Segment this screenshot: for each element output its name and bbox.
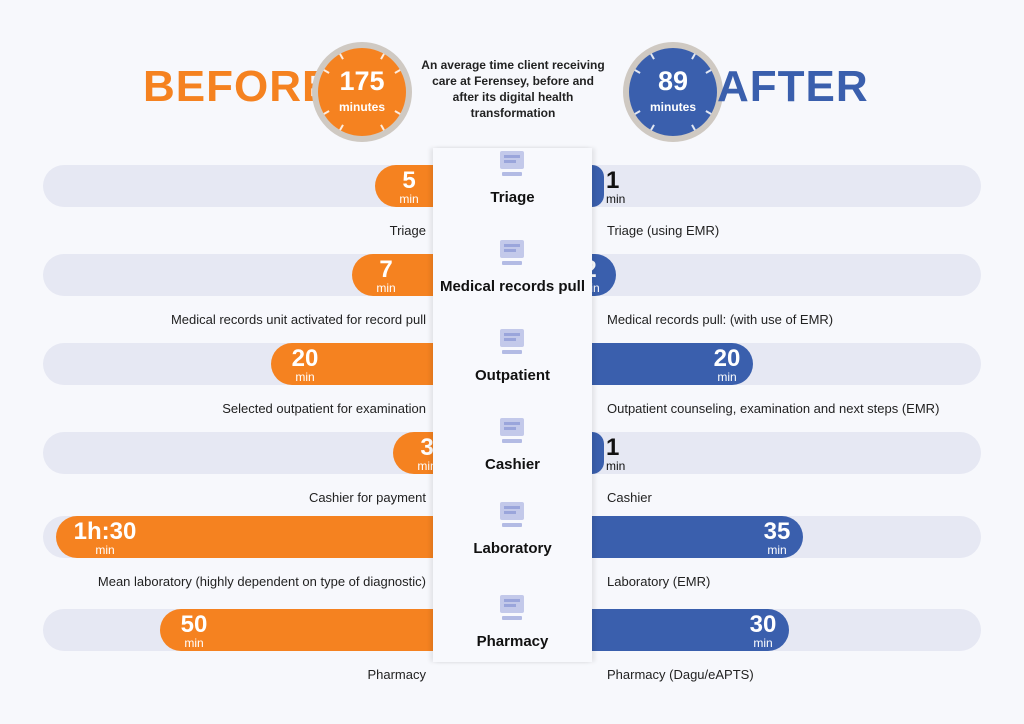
bar-value-after: 1 min	[606, 167, 626, 206]
bar-after	[592, 343, 753, 385]
pharmacy-icon	[494, 593, 530, 623]
track-after	[562, 254, 981, 296]
before-total: 175	[339, 66, 385, 96]
unit-before: min	[95, 543, 115, 557]
track-after	[562, 432, 981, 474]
bar-value-before: 50 min	[174, 613, 214, 650]
before-clock-icon: 175 minutes	[312, 42, 412, 142]
stage-label: Laboratory	[473, 540, 552, 557]
bar-before	[160, 609, 433, 651]
cashier-icon	[494, 416, 530, 446]
bar-before	[56, 516, 433, 558]
bar-value-before: 5 min	[389, 169, 429, 206]
bar-after	[592, 432, 604, 474]
after-total: 89	[657, 66, 689, 96]
label-before: Medical records unit activated for recor…	[170, 312, 426, 327]
clock-tick	[339, 53, 344, 60]
before-title: BEFORE	[143, 62, 333, 111]
bar-before	[375, 165, 433, 207]
unit-after: min	[606, 192, 626, 206]
bar-value-after: 20 min	[707, 347, 747, 384]
clock-tick	[691, 124, 696, 131]
unit-after: min	[717, 370, 737, 384]
clock-tick	[339, 124, 344, 131]
clock-tick	[650, 53, 655, 60]
unit-before: min	[417, 459, 437, 473]
bar-before	[271, 343, 433, 385]
unit-after: min	[606, 459, 626, 473]
outpatient-icon	[494, 327, 530, 357]
unit-before: min	[399, 192, 419, 206]
computer-records-icon	[494, 238, 530, 268]
label-before: Selected outpatient for examination	[222, 401, 426, 416]
stage-label: Medical records pull	[439, 278, 586, 295]
laboratory-icon	[494, 500, 530, 530]
stage-label: Triage	[490, 189, 535, 206]
bar-value-before: 3 min	[407, 436, 447, 473]
bar-value-after: 1 min	[606, 434, 626, 473]
label-after: Laboratory (EMR)	[607, 574, 711, 589]
label-after: Medical records pull: (with use of EMR)	[607, 312, 834, 327]
label-before: Cashier for payment	[308, 490, 426, 505]
label-before: Mean laboratory (highly dependent on typ…	[97, 574, 426, 589]
after-clock-icon: 89 minutes	[623, 42, 723, 142]
unit-before: min	[184, 636, 204, 650]
clock-tick	[380, 124, 385, 131]
unit-before: min	[376, 281, 396, 295]
unit-before: min	[295, 370, 315, 384]
label-after: Cashier	[607, 490, 652, 505]
label-before: Triage	[389, 223, 426, 238]
unit-after: min	[753, 636, 773, 650]
bar-value-before: 7 min	[366, 258, 406, 295]
stage-label: Outpatient	[475, 367, 550, 384]
triage-icon	[494, 149, 530, 179]
clock-tick	[650, 124, 655, 131]
subtitle: An average time client receiving care at…	[421, 58, 605, 120]
center-panel	[433, 148, 592, 662]
label-before: Pharmacy	[367, 667, 426, 682]
after-title: AFTER	[717, 62, 869, 111]
bar-value-before: 20 min	[285, 347, 325, 384]
bar-value-after: 30 min	[743, 613, 783, 650]
label-after: Triage (using EMR)	[607, 223, 720, 238]
before-total-unit: minutes	[338, 100, 385, 114]
after-total-unit: minutes	[649, 100, 696, 114]
unit-after: min	[767, 543, 787, 557]
label-after: Pharmacy (Dagu/eAPTS)	[607, 667, 754, 682]
label-after: Outpatient counseling, examination and n…	[607, 401, 940, 416]
stage-label: Cashier	[484, 456, 541, 473]
bar-before	[352, 254, 433, 296]
stage-label: Pharmacy	[476, 633, 549, 650]
bar-value-after: 35 min	[757, 520, 797, 557]
bar-after	[592, 609, 789, 651]
bar-after	[592, 516, 803, 558]
track-after	[562, 165, 981, 207]
bar-after	[592, 165, 604, 207]
bar-value-before: 1h:30 min	[70, 520, 140, 557]
bar-before	[393, 432, 433, 474]
clock-tick	[691, 53, 696, 60]
clock-tick	[380, 53, 385, 60]
